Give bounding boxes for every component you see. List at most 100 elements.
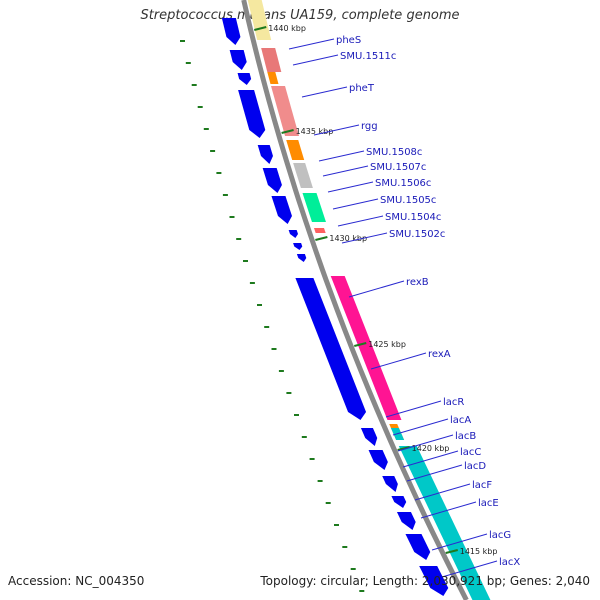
gc-dot-track — [180, 40, 365, 592]
gc-dot — [301, 436, 307, 438]
leader-line — [441, 560, 498, 578]
gene-block-lacb — [398, 446, 491, 600]
leader-line — [327, 181, 374, 193]
forward-cds-arrow — [405, 534, 431, 560]
gene-label: SMU.1504c — [385, 212, 441, 223]
gene-label: SMU.1505c — [380, 195, 436, 206]
leader-line — [322, 165, 369, 177]
leader-line — [288, 38, 335, 50]
gc-dot — [229, 216, 235, 218]
gc-dot — [185, 62, 191, 64]
gc-dot — [257, 304, 262, 306]
leader-line — [385, 400, 442, 418]
forward-cds-arrow — [262, 168, 282, 193]
forward-cds-arrow — [295, 278, 367, 420]
gc-dot — [294, 414, 299, 416]
tick-label: 1435 kbp — [296, 127, 334, 136]
gene-label: SMU.1508c — [366, 147, 422, 158]
forward-cds-arrow — [257, 145, 273, 164]
forward-cds-arrow — [396, 512, 416, 530]
gene-label: lacG — [489, 530, 511, 541]
leader-line — [397, 434, 454, 452]
tick-label: 1415 kbp — [460, 547, 498, 556]
gene-label: SMU.1511c — [340, 51, 396, 62]
forward-cds-arrow — [419, 566, 449, 596]
gc-dot — [309, 458, 315, 460]
leader-line — [301, 86, 348, 98]
gc-dot — [180, 40, 185, 42]
gene-block-smu-1506c — [302, 193, 326, 222]
gene-block-smu-1511c — [267, 72, 279, 84]
leader-line — [431, 533, 488, 551]
gc-dot — [342, 546, 348, 548]
gene-label: rgg — [361, 121, 378, 132]
forward-cds-arrow — [221, 18, 241, 45]
forward-cds-arrow — [293, 243, 303, 250]
gene-block-rexb — [330, 276, 402, 420]
backbone-track — [241, 0, 469, 600]
gene-label: lacA — [450, 415, 471, 426]
forward-cds-arrow — [237, 73, 252, 85]
gene-block-rgg — [286, 140, 305, 160]
tick-label: 1440 kbp — [268, 24, 306, 33]
gene-label: lacB — [455, 431, 476, 442]
leader-line — [348, 280, 405, 298]
backbone-line — [241, 0, 469, 600]
forward-cds-arrow — [382, 476, 398, 492]
gc-dot — [278, 370, 284, 372]
tick-label: 1420 kbp — [412, 444, 450, 453]
gene-label: rexA — [428, 349, 451, 360]
gene-label: SMU.1502c — [389, 229, 445, 240]
tick-label: 1430 kbp — [329, 234, 367, 243]
tick-label: 1425 kbp — [368, 340, 406, 349]
gene-label: pheS — [336, 35, 361, 46]
forward-cds-arrow — [296, 254, 307, 262]
leader-line — [332, 198, 379, 210]
leader-line — [313, 124, 360, 136]
leader-line — [337, 215, 384, 227]
gene-label: lacE — [478, 498, 499, 509]
genome-summary-text: Topology: circular; Length: 2,030,921 bp… — [260, 574, 590, 588]
leader-line — [341, 232, 388, 244]
position-ticks: 1440 kbp 1435 kbp 1430 kbp 1425 kbp 1420 kbp… — [254, 24, 497, 556]
accession-text: Accession: NC_004350 — [8, 574, 145, 588]
gene-block-phet — [271, 86, 300, 136]
gene-labels: pheS SMU.1511c pheT rgg SMU.1508c SMU.1507c SM… — [288, 35, 520, 578]
leader-line — [414, 483, 471, 501]
gc-dot — [203, 128, 209, 130]
leader-line — [406, 464, 463, 482]
gc-dot — [271, 348, 277, 350]
gc-dot — [317, 480, 323, 482]
gene-label: lacF — [472, 480, 492, 491]
gc-dot — [243, 260, 248, 262]
gene-label: SMU.1507c — [370, 162, 426, 173]
leader-line — [318, 150, 365, 162]
gc-dot — [359, 590, 365, 592]
gc-dot — [236, 238, 242, 240]
forward-cds-arrow — [368, 450, 388, 470]
gc-dot — [325, 502, 331, 504]
gene-label: lacD — [464, 461, 486, 472]
gene-label: lacX — [499, 557, 520, 568]
forward-cds-arrow — [391, 496, 407, 508]
tick-mark — [254, 26, 267, 31]
gc-dot — [216, 172, 222, 174]
tick-mark — [281, 129, 294, 134]
forward-cds-arrow — [271, 196, 292, 224]
forward-cds-arrow — [360, 428, 378, 446]
gene-block-top — [247, 0, 272, 40]
gene-label: lacR — [443, 397, 464, 408]
reverse-feature-track — [247, 0, 491, 600]
forward-cds-arrow — [288, 230, 299, 238]
tick-mark — [354, 342, 367, 347]
gene-label: lacC — [460, 447, 481, 458]
gc-dot — [191, 84, 197, 86]
gc-dot — [334, 524, 339, 526]
leader-line — [402, 450, 459, 468]
gc-dot — [264, 326, 270, 328]
gc-dot — [197, 106, 203, 108]
gene-label: SMU.1506c — [375, 178, 431, 189]
leader-line — [292, 54, 339, 66]
forward-cds-arrow — [238, 90, 266, 138]
